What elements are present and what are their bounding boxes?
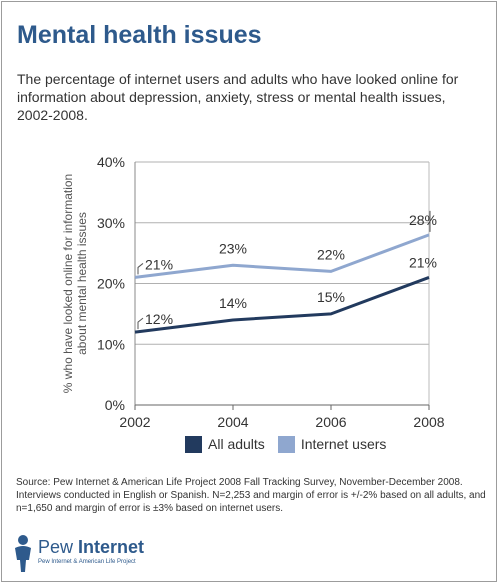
data-label: 21% (409, 254, 437, 270)
y-tick-label: 30% (97, 215, 125, 231)
logo-tagline: Pew Internet & American Life Project (38, 559, 136, 565)
legend-swatch-internet-users (277, 435, 295, 453)
data-label: 14% (219, 295, 247, 311)
label-leader (137, 317, 144, 330)
data-label: 21% (145, 256, 173, 272)
y-tick-label: 10% (97, 336, 125, 352)
series-line-all-adults (134, 276, 430, 334)
y-axis-title: % who have looked online for information… (61, 174, 89, 393)
person-icon (15, 535, 31, 572)
y-tick-label: 40% (97, 154, 125, 170)
label-leader (137, 263, 144, 275)
data-label: 12% (145, 311, 173, 327)
data-label: 23% (219, 240, 247, 256)
line-chart: 0% 10% 20% 30% 40% 2002 2004 2006 2008 % who have… (61, 154, 445, 430)
data-label: 15% (317, 289, 345, 305)
x-tick-label: 2004 (217, 414, 248, 430)
x-tick-label: 2008 (413, 414, 444, 430)
legend-swatch-all-adults (185, 435, 202, 453)
x-tick-label: 2002 (119, 414, 150, 430)
logo-word-pew: Pew (38, 537, 74, 557)
legend-label-internet-users: Internet users (300, 436, 387, 452)
chart-title: Mental health issues (17, 21, 262, 49)
source-note: Source: Pew Internet & American Life Pro… (16, 477, 486, 514)
legend-item-all-adults: All adults (185, 435, 265, 453)
x-tick-label: 2006 (315, 414, 346, 430)
legend-label-all-adults: All adults (208, 436, 265, 452)
data-label: 28% (409, 212, 437, 228)
chart-legend: All adults Internet users (185, 434, 399, 454)
legend-item-internet-users: Internet users (277, 435, 387, 453)
y-tick-label: 20% (97, 276, 125, 292)
logo-word-internet: Internet (78, 537, 145, 557)
logo-wordmark: Pew Internet (38, 536, 144, 558)
pew-internet-logo: Pew Internet Pew Internet & American Lif… (12, 532, 172, 576)
chart-subtitle: The percentage of internet users and adu… (17, 71, 459, 123)
series-line-internet-users (134, 233, 430, 279)
data-label: 22% (317, 246, 345, 262)
y-tick-label: 0% (105, 397, 125, 413)
